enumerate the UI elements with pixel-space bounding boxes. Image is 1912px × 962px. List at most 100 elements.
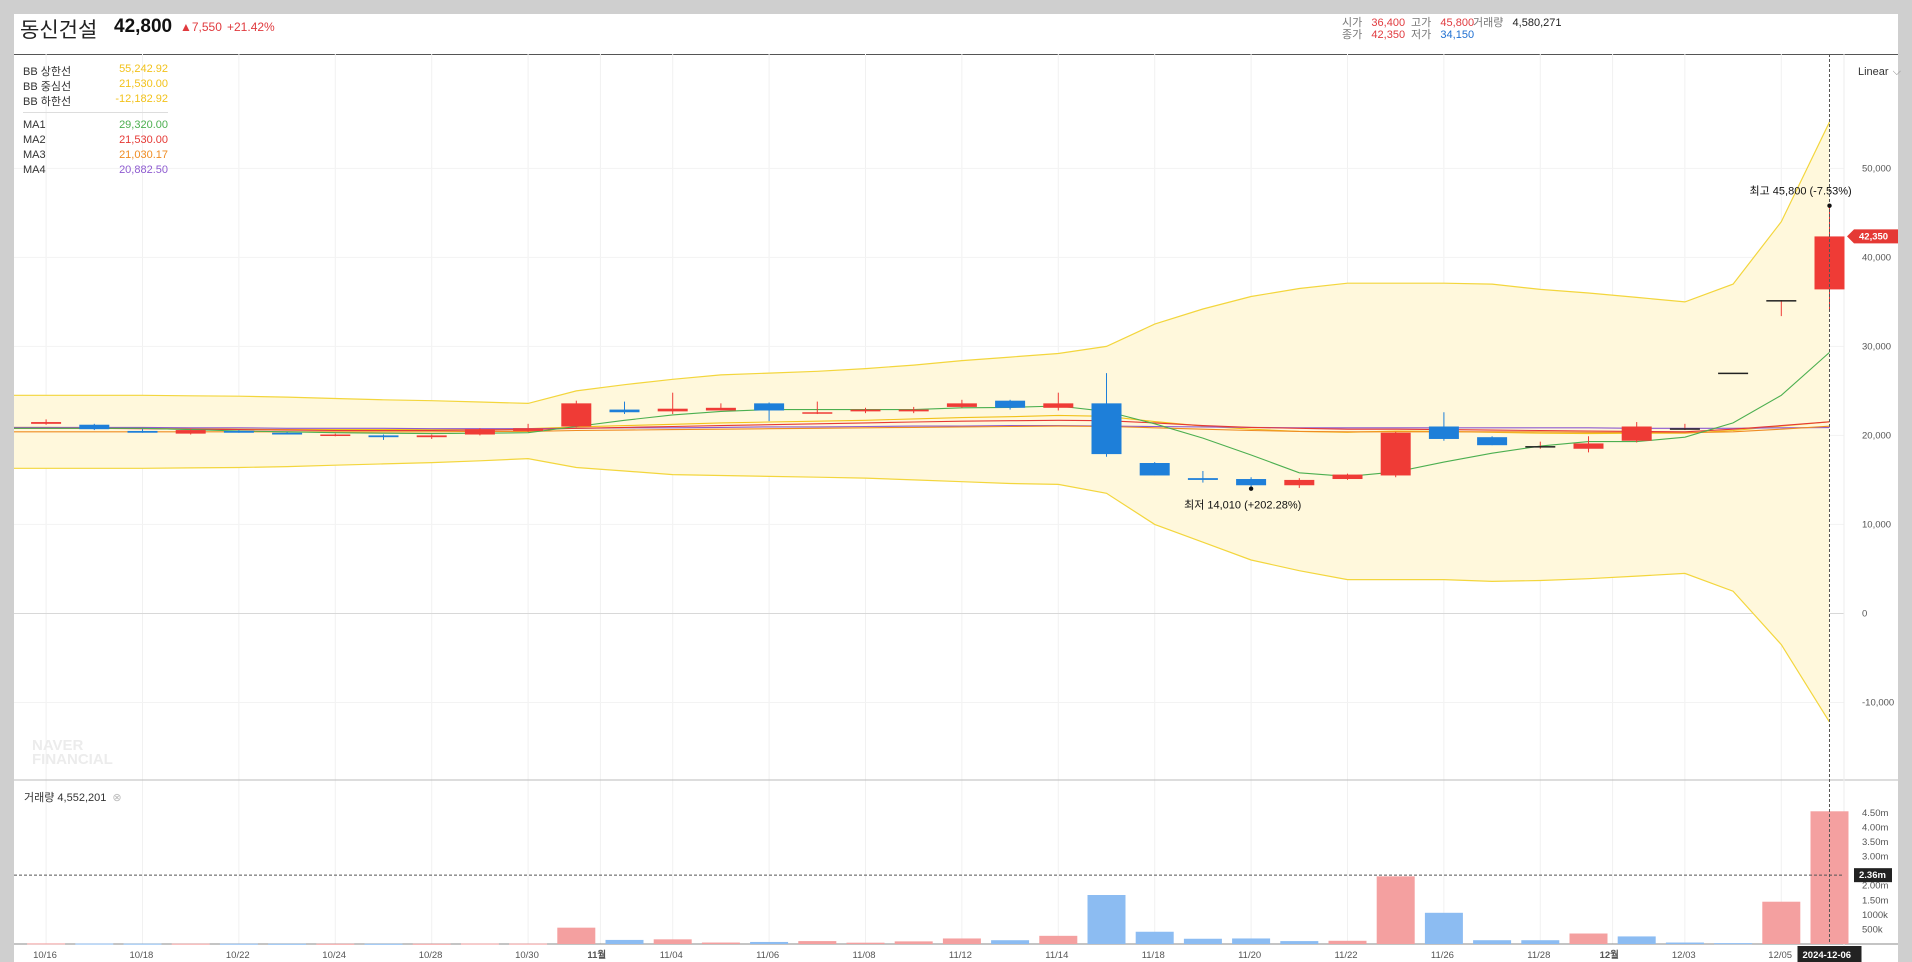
volume-bar xyxy=(268,943,307,945)
current-price: 42,800 xyxy=(114,16,173,37)
volume-bar xyxy=(1280,941,1319,944)
candle-body xyxy=(995,400,1026,408)
candle-body xyxy=(31,422,62,424)
candle-body xyxy=(754,403,785,411)
volume-bar xyxy=(1135,931,1174,944)
high-value: 45,800 xyxy=(1440,17,1475,29)
volume-bar xyxy=(1087,895,1126,944)
volume-bar xyxy=(605,939,644,944)
volume-bar xyxy=(1039,935,1078,944)
price-tick-label: 30,000 xyxy=(1862,341,1891,352)
volume-bar xyxy=(701,942,740,944)
date-tick-label: 11/18 xyxy=(1142,950,1165,961)
candle-body xyxy=(1043,403,1074,408)
candle-body xyxy=(1332,474,1363,480)
quote-header: 동신건설 42,800 ▲7,550 +21.42% 시가 36,400 고가 … xyxy=(14,14,1898,55)
close-icon[interactable]: ⊗ xyxy=(112,792,122,804)
legend-bb-middle: BB 중심선 21,530.00 xyxy=(23,78,168,93)
date-tick-label: 12/03 xyxy=(1672,950,1696,961)
legend-ma2-name: MA2 xyxy=(23,134,46,146)
volume-bar xyxy=(1762,901,1801,944)
volume-bar xyxy=(991,940,1030,944)
bb-upper-line xyxy=(14,121,1831,405)
candle-body xyxy=(1669,428,1700,430)
price-chart[interactable]: -10,000 0 10,000 20,000 30,000 40,000 50,000 50… xyxy=(14,14,1898,962)
open-label: 시가 xyxy=(1342,17,1363,29)
crosshair-volume-tag xyxy=(1854,868,1892,883)
scale-mode-label: Linear xyxy=(1858,66,1889,78)
volume-bar xyxy=(123,943,162,945)
legend-ma1-value: 29,320.00 xyxy=(119,119,168,131)
volume-bar xyxy=(75,943,114,945)
volume-tick-label: 1.50m xyxy=(1862,895,1888,906)
volume-bar xyxy=(1473,940,1512,944)
date-tick-label: 11/08 xyxy=(853,950,876,961)
legend-bb-lower: BB 하한선 -12,182.92 xyxy=(23,93,168,108)
candle-body xyxy=(127,430,158,433)
legend-ma3-name: MA3 xyxy=(23,149,46,161)
date-tick-label: 10/18 xyxy=(130,950,154,961)
legend-bb-lower-value: -12,182.92 xyxy=(115,93,168,105)
high-price-field: 고가 45,800 xyxy=(1411,14,1474,30)
naver-financial-watermark: NAVER FINANCIAL xyxy=(32,737,113,768)
volume-bar xyxy=(1328,940,1367,944)
legend-ma3-value: 21,030.17 xyxy=(119,149,168,161)
price-tick-label: -10,000 xyxy=(1862,697,1894,708)
candle-body xyxy=(561,403,592,427)
volume-bar xyxy=(1232,938,1271,944)
scale-mode-dropdown[interactable]: Linear ⌵ xyxy=(1858,66,1901,79)
candle-body xyxy=(705,407,736,411)
candle-body xyxy=(272,432,303,435)
candle-body xyxy=(657,408,688,412)
legend-ma2-value: 21,530.00 xyxy=(119,134,168,146)
crosshair-volume-tag-text: 2.36m xyxy=(1859,870,1886,881)
candle-body xyxy=(1525,446,1556,448)
volume-tick-label: 1000k xyxy=(1862,910,1888,921)
low-annotation: 최저 14,010 (+202.28%) xyxy=(1184,499,1301,512)
volume-tick-label: 3.00m xyxy=(1862,852,1888,863)
date-tick-label: 10/22 xyxy=(226,950,250,961)
chart-annotations: 2.36m 2024-12-06 42,350 최고 45,800 (-7.53%) 최… xyxy=(14,54,1898,962)
bb-lower-line xyxy=(14,457,1831,723)
volume-bar xyxy=(219,943,258,945)
last-price-tag xyxy=(1847,229,1898,244)
high-annotation: 최고 45,800 (-7.53%) xyxy=(1750,185,1852,198)
volume-bar xyxy=(1376,876,1415,944)
candlesticks xyxy=(31,205,1845,488)
volume-bar xyxy=(1714,943,1753,945)
candle-body xyxy=(513,428,544,431)
crosshair-date-tag-text: 2024-12-06 xyxy=(1803,950,1852,961)
chart-axes: -10,000 0 10,000 20,000 30,000 40,000 50,000 50… xyxy=(33,163,1894,961)
candle-body xyxy=(898,409,929,412)
candle-body xyxy=(1284,479,1315,486)
legend-ma2: MA2 21,530.00 xyxy=(23,134,168,149)
volume-bar xyxy=(1424,912,1463,944)
close-value: 42,350 xyxy=(1371,29,1406,41)
legend-ma3: MA3 21,030.17 xyxy=(23,149,168,164)
legend-divider xyxy=(23,112,168,113)
candle-body xyxy=(1718,372,1749,375)
volume-bar xyxy=(460,943,499,945)
candle-body xyxy=(320,434,351,437)
candle-body xyxy=(850,409,881,412)
candle-body xyxy=(802,412,833,414)
price-tick-label: 40,000 xyxy=(1862,252,1891,263)
volume-tick-label: 4.00m xyxy=(1862,822,1888,833)
price-tick-label: 0 xyxy=(1862,608,1867,619)
low-label: 저가 xyxy=(1411,29,1432,41)
candle-body xyxy=(464,429,495,435)
volume-tick-label: 4.50m xyxy=(1862,808,1888,819)
candle-body xyxy=(1187,478,1218,480)
volume-bar xyxy=(798,941,837,944)
date-tick-label: 11월 xyxy=(587,949,606,961)
date-tick-label: 10/28 xyxy=(419,950,443,961)
candle-body xyxy=(946,403,977,407)
volume-bar xyxy=(27,943,66,945)
open-value: 36,400 xyxy=(1371,17,1406,29)
volume-bar xyxy=(171,943,210,945)
volume-bar xyxy=(509,943,548,945)
legend-bb-middle-name: BB 중심선 xyxy=(23,81,72,93)
price-tick-label: 50,000 xyxy=(1862,163,1891,174)
ma4-line xyxy=(14,425,1830,430)
legend-ma1-name: MA1 xyxy=(23,119,46,131)
